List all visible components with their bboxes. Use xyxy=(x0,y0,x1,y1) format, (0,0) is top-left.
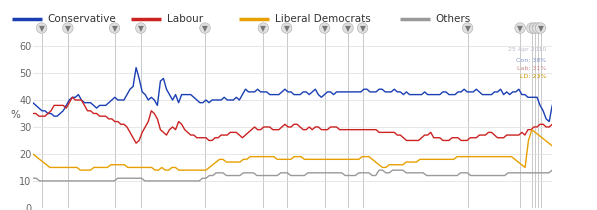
Text: ▼: ▼ xyxy=(359,24,365,33)
Text: ▼: ▼ xyxy=(529,24,535,33)
Text: 25 Apr 2010: 25 Apr 2010 xyxy=(508,47,546,52)
Text: ▼: ▼ xyxy=(138,24,144,33)
Y-axis label: %: % xyxy=(10,110,20,120)
Text: ▼: ▼ xyxy=(322,24,328,33)
Text: Conservative: Conservative xyxy=(48,14,116,24)
Text: ▼: ▼ xyxy=(202,24,208,33)
Text: ▼: ▼ xyxy=(538,24,543,33)
Text: Lab: 31%: Lab: 31% xyxy=(517,66,546,71)
Text: ▼: ▼ xyxy=(65,24,71,33)
Text: ▼: ▼ xyxy=(39,24,45,33)
Text: ▼: ▼ xyxy=(517,24,523,33)
Text: ▼: ▼ xyxy=(532,24,538,33)
Text: Liberal Democrats: Liberal Democrats xyxy=(275,14,370,24)
Text: ▼: ▼ xyxy=(260,24,266,33)
Text: ▼: ▼ xyxy=(345,24,351,33)
Text: LD: 23%: LD: 23% xyxy=(520,74,546,79)
Text: Labour: Labour xyxy=(167,14,204,24)
Text: ▼: ▼ xyxy=(112,24,118,33)
Text: ▼: ▼ xyxy=(535,24,540,33)
Text: ▼: ▼ xyxy=(464,24,470,33)
Text: Others: Others xyxy=(436,14,471,24)
Text: ▼: ▼ xyxy=(284,24,290,33)
Text: Con: 38%: Con: 38% xyxy=(516,58,546,63)
